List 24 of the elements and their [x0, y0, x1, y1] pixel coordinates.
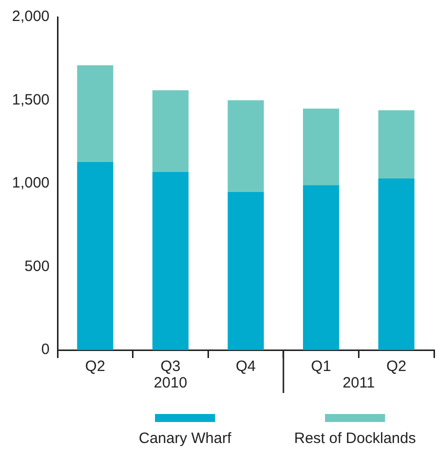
x-tick-label: Q3 — [160, 358, 180, 376]
y-tick-label: 1,500 — [12, 91, 50, 108]
bar — [152, 90, 189, 172]
bar — [302, 185, 340, 350]
y-tick-label: 500 — [24, 258, 50, 275]
text: 2010 — [154, 374, 188, 392]
legend-label: Rest of Docklands — [294, 430, 416, 447]
y-tick-label: 0 — [41, 341, 50, 358]
bar — [378, 110, 414, 179]
bar — [77, 65, 114, 162]
bar — [302, 108, 340, 186]
y-tick-label: 2,000 — [12, 8, 50, 26]
bar — [228, 100, 264, 192]
x-tick-label: Q4 — [236, 358, 256, 376]
y-tick-label: 1,000 — [12, 174, 50, 192]
x-tick-label: Q1 — [311, 358, 332, 376]
text: 2011 — [342, 374, 375, 392]
x-tick-label: Q2 — [386, 358, 406, 376]
x-tick-label: Q2 — [85, 358, 106, 376]
bar — [77, 162, 114, 350]
bar — [378, 178, 414, 350]
bar — [228, 192, 264, 350]
legend-label: Canary Wharf — [138, 430, 232, 447]
bar — [152, 172, 189, 350]
